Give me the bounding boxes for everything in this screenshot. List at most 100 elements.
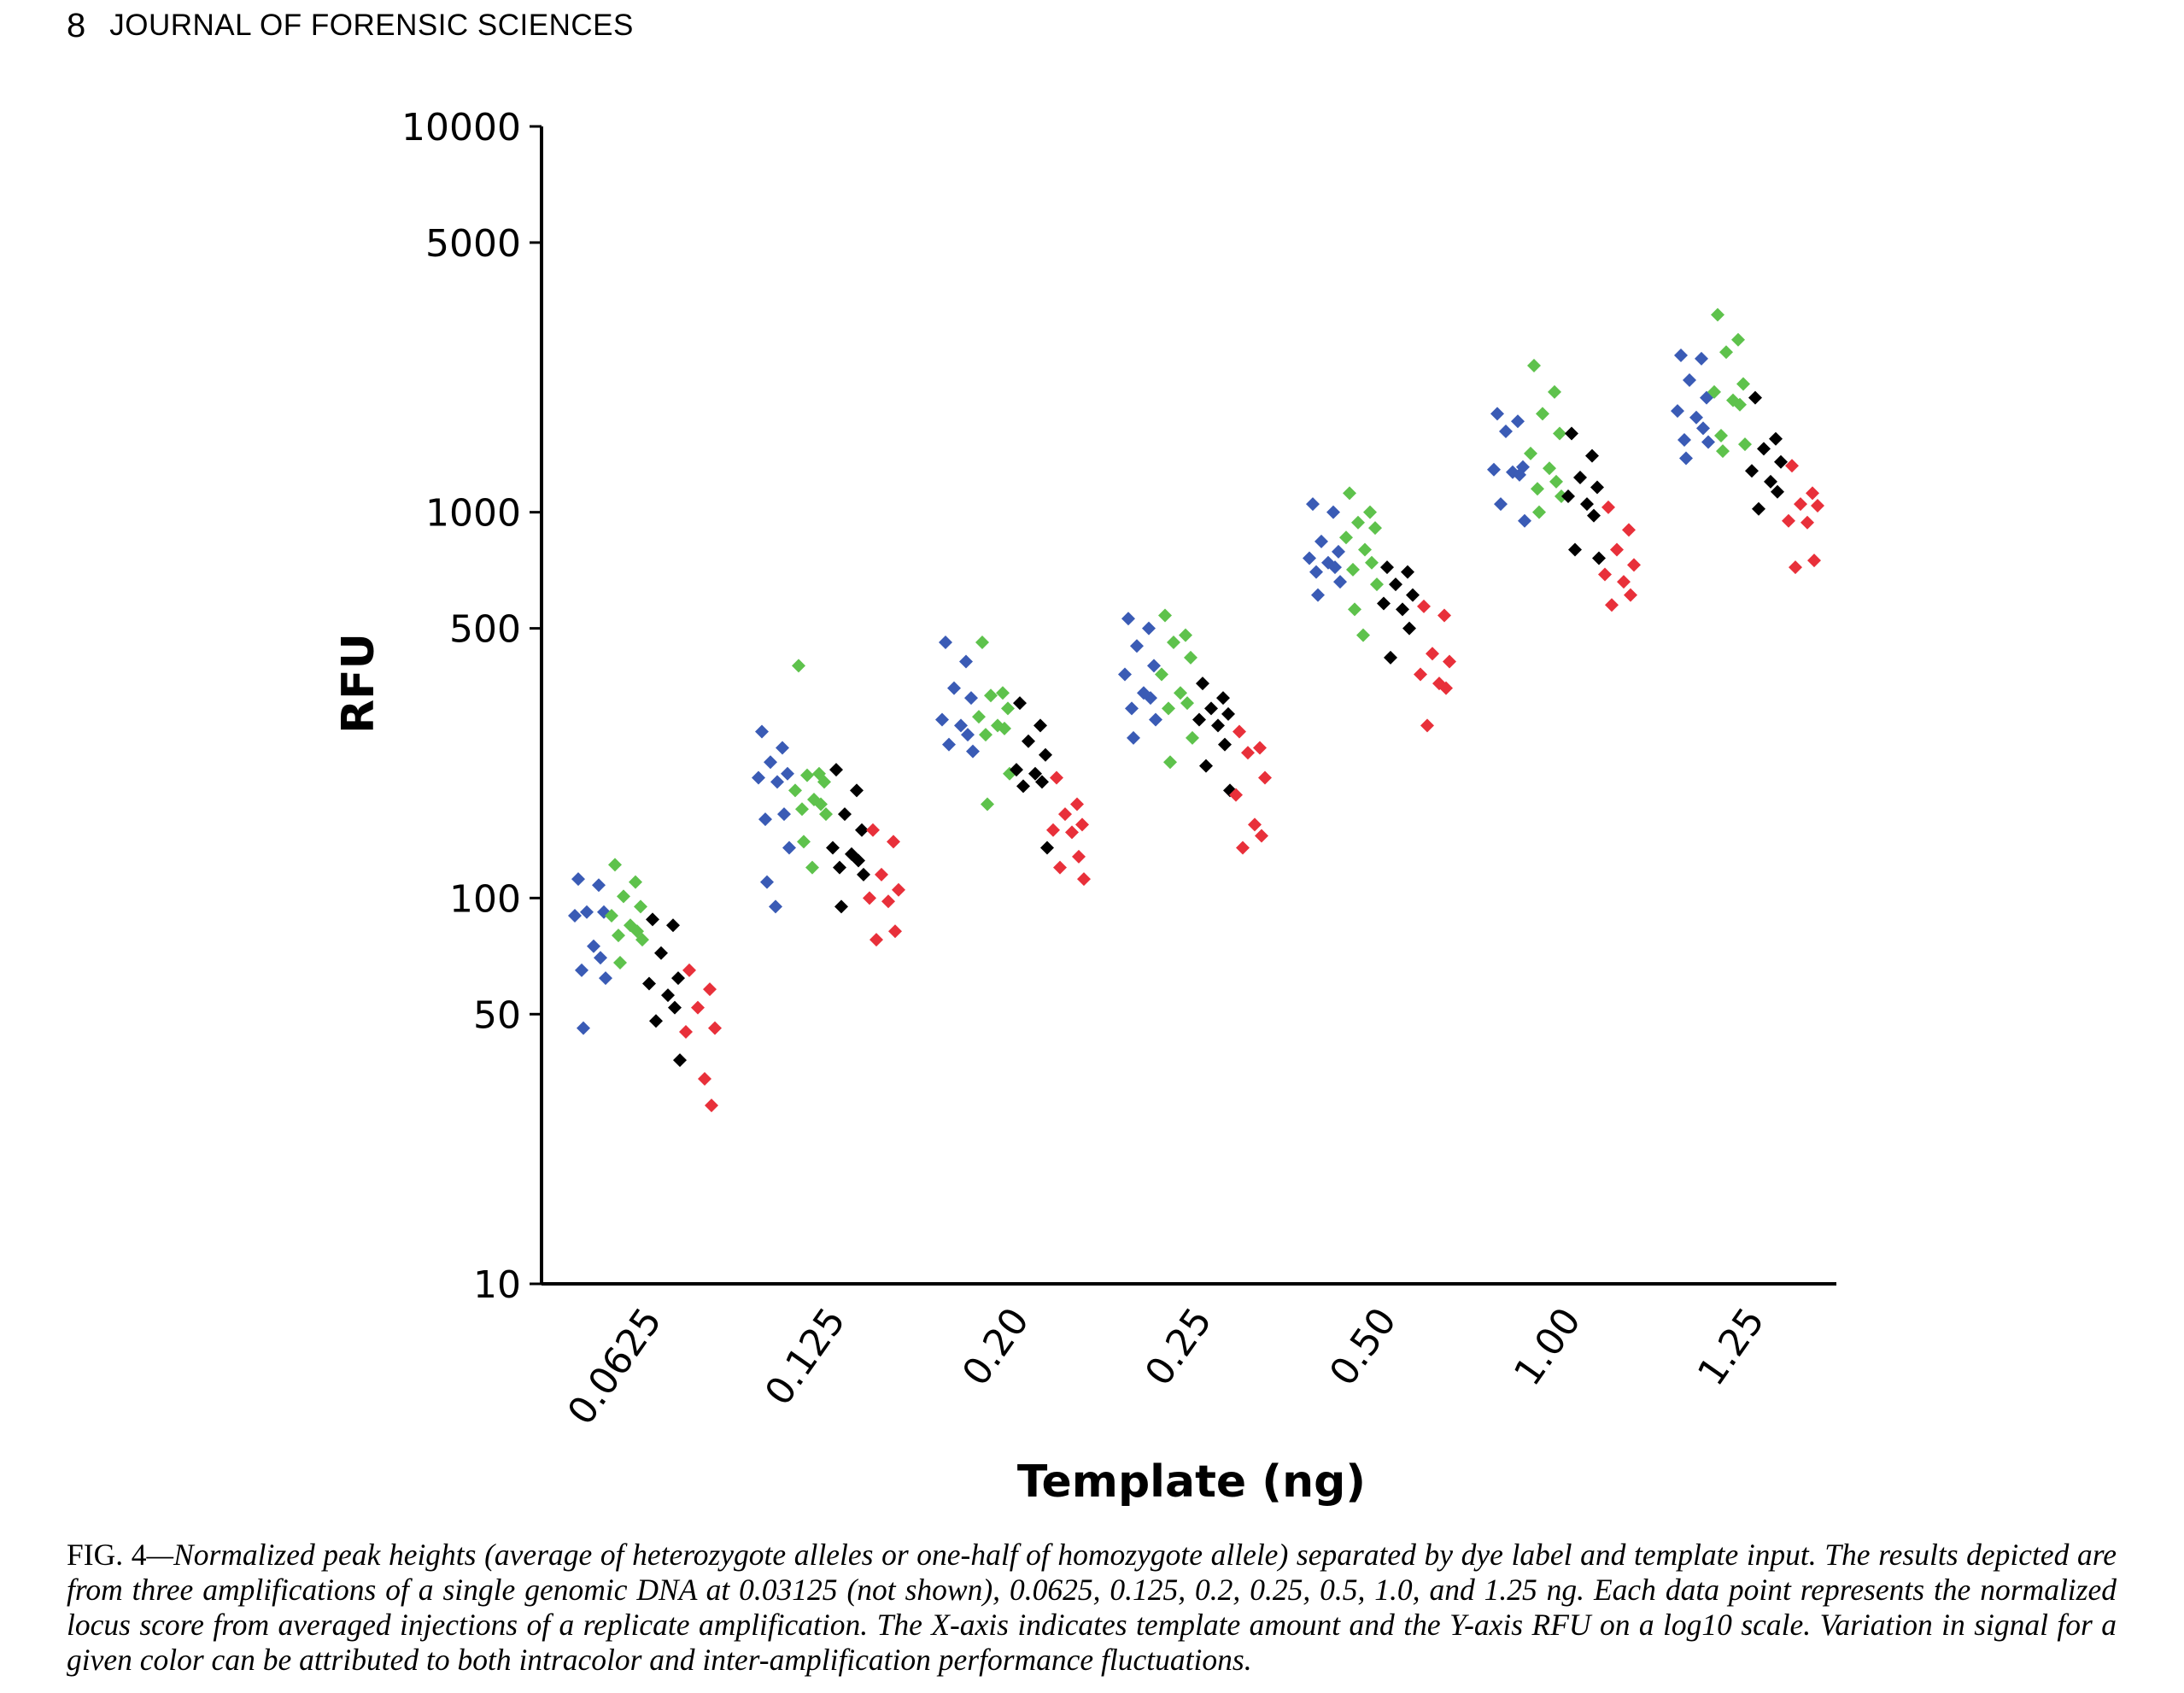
data-point xyxy=(1118,667,1132,682)
data-point xyxy=(1610,542,1624,557)
data-point xyxy=(708,1021,722,1035)
data-point xyxy=(1040,841,1054,855)
data-point xyxy=(671,971,685,986)
data-point xyxy=(875,867,888,882)
data-point xyxy=(1561,489,1575,503)
data-point xyxy=(1733,397,1747,412)
data-point xyxy=(795,802,809,817)
data-point xyxy=(1585,448,1599,463)
data-point xyxy=(1303,551,1316,565)
data-point xyxy=(1531,482,1544,496)
data-point xyxy=(752,770,765,785)
data-point xyxy=(1328,560,1342,575)
data-point xyxy=(1683,373,1696,388)
data-point xyxy=(568,909,582,923)
data-point xyxy=(1701,435,1715,449)
data-point xyxy=(1348,602,1361,617)
data-point xyxy=(1590,480,1604,495)
data-point xyxy=(1180,696,1194,711)
data-point xyxy=(1309,565,1323,579)
data-point xyxy=(1513,467,1526,482)
data-point xyxy=(888,924,902,939)
data-point xyxy=(1553,426,1566,441)
data-point xyxy=(1070,797,1084,811)
chart-axes xyxy=(530,125,1836,1286)
data-point xyxy=(691,1000,705,1015)
caption-label: FIG. 4 xyxy=(67,1538,147,1572)
data-point xyxy=(981,797,994,811)
data-point xyxy=(646,912,659,927)
data-point xyxy=(1121,612,1135,626)
data-point xyxy=(1736,377,1750,391)
data-point xyxy=(599,971,612,986)
data-point xyxy=(1233,724,1246,739)
data-point xyxy=(1174,686,1187,700)
data-point xyxy=(1351,515,1365,530)
data-point xyxy=(1144,691,1157,706)
data-point xyxy=(1548,384,1561,399)
data-point xyxy=(979,728,992,742)
journal-title: JOURNAL OF FORENSIC SCIENCES xyxy=(109,9,634,42)
data-point xyxy=(1789,560,1802,575)
data-point xyxy=(1748,390,1762,405)
data-point xyxy=(571,872,585,887)
y-tick-label: 50 xyxy=(473,993,521,1037)
data-point xyxy=(1149,712,1162,727)
data-point xyxy=(1617,575,1631,589)
x-tick-label: 1.00 xyxy=(1506,1300,1590,1394)
data-point xyxy=(1487,462,1501,477)
data-point xyxy=(1218,737,1232,752)
data-point xyxy=(1127,730,1140,745)
data-point xyxy=(1794,497,1807,512)
data-point xyxy=(892,882,905,897)
data-point xyxy=(996,686,1010,700)
data-point xyxy=(1536,407,1549,421)
data-point xyxy=(1714,428,1728,442)
chart-points xyxy=(568,308,1824,1113)
data-point xyxy=(1229,788,1243,802)
data-point xyxy=(1346,562,1360,577)
data-point xyxy=(1711,308,1724,322)
data-point xyxy=(1511,414,1525,429)
data-point xyxy=(575,963,588,977)
data-point xyxy=(755,724,769,739)
data-point xyxy=(1158,608,1172,623)
data-point xyxy=(1565,426,1578,441)
data-point xyxy=(592,878,606,893)
data-point xyxy=(805,860,819,875)
data-point xyxy=(961,728,975,742)
data-point xyxy=(1598,567,1612,582)
data-point xyxy=(1255,829,1268,843)
data-point xyxy=(1130,639,1144,653)
y-tick-label: 100 xyxy=(449,877,521,921)
data-point xyxy=(866,823,880,837)
data-point xyxy=(781,766,794,781)
data-point xyxy=(629,875,642,889)
data-point xyxy=(1752,501,1765,516)
data-point xyxy=(668,1000,682,1015)
data-point xyxy=(1339,530,1353,545)
scatter-chart: 10 50 100 500 1000 5000 10000 RFU Template (ng) 0… xyxy=(333,106,1836,1508)
data-point xyxy=(788,783,802,798)
y-tick-label: 1000 xyxy=(425,492,521,536)
data-point xyxy=(705,1098,718,1113)
data-point xyxy=(887,835,900,849)
data-point xyxy=(1622,523,1636,537)
data-point xyxy=(1426,647,1439,661)
data-point xyxy=(770,775,784,789)
data-point xyxy=(577,1021,590,1035)
data-point xyxy=(654,946,668,960)
figure-caption: FIG. 4—Normalized peak heights (average … xyxy=(67,1538,2117,1678)
data-point xyxy=(1058,807,1072,822)
data-point xyxy=(642,976,656,991)
data-point xyxy=(1592,551,1606,565)
data-point xyxy=(984,688,998,703)
data-point xyxy=(594,951,607,965)
data-point xyxy=(1211,718,1225,733)
data-point xyxy=(1142,621,1156,636)
data-point xyxy=(863,891,876,905)
data-point xyxy=(782,841,796,855)
data-point xyxy=(661,988,675,1003)
x-axis-title: Template (ng) xyxy=(1017,1456,1366,1508)
data-point xyxy=(1192,712,1206,727)
